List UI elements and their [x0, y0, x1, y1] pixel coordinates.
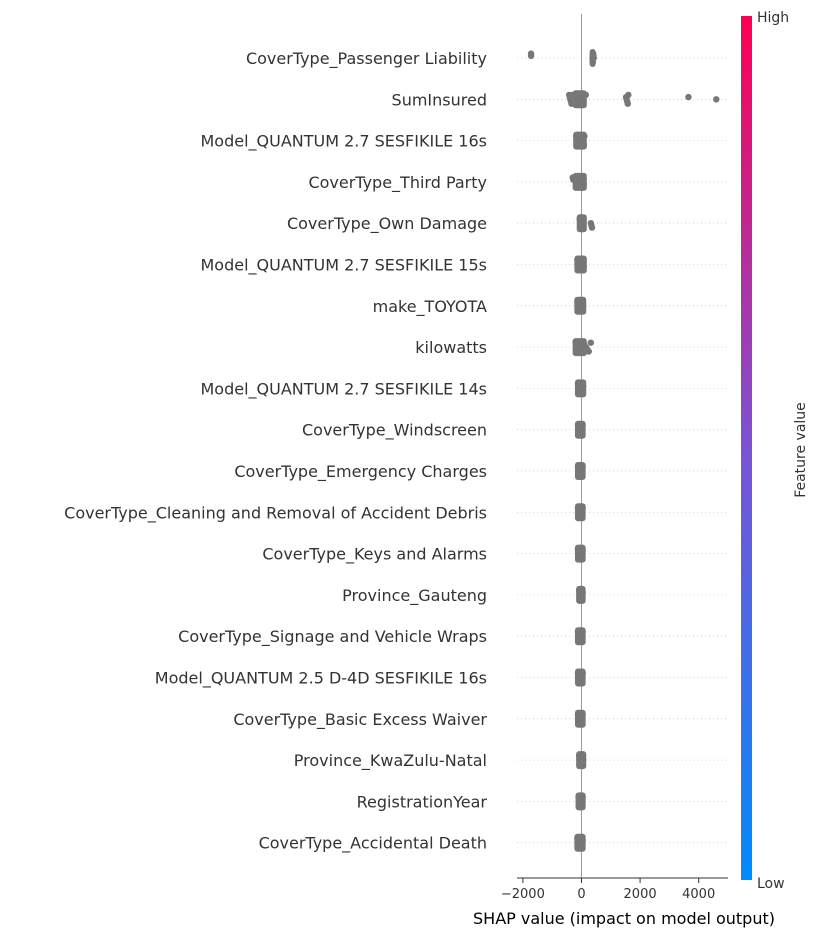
feature-label: CoverType_Passenger Liability — [246, 49, 487, 69]
x-tick-label: −2000 — [501, 887, 545, 902]
x-axis: −2000 0 2000 4000 — [501, 877, 728, 902]
feature-label: Model_QUANTUM 2.7 SESFIKILE 16s — [200, 132, 487, 152]
shap-point-cluster — [572, 172, 587, 191]
shap-point-cluster — [574, 503, 586, 522]
x-axis-title: SHAP value (impact on model output) — [473, 909, 775, 928]
shap-point-cluster — [572, 90, 587, 109]
feature-label: SumInsured — [392, 90, 487, 109]
shap-point-cluster — [576, 751, 587, 770]
beeswarm-points — [527, 49, 720, 852]
shap-point-cluster — [574, 627, 586, 646]
feature-label: Province_KwaZulu-Natal — [294, 751, 487, 771]
shap-point-cluster — [574, 379, 587, 398]
feature-label: CoverType_Basic Excess Waiver — [233, 710, 487, 730]
colorbar-gradient — [741, 16, 752, 880]
feature-label: kilowatts — [415, 338, 487, 357]
shap-point — [585, 348, 592, 355]
shap-point — [587, 339, 595, 346]
feature-label: CoverType_Keys and Alarms — [262, 545, 487, 565]
shap-point-cluster — [575, 792, 586, 811]
shap-point-cluster — [574, 544, 586, 563]
shap-point-cluster — [574, 462, 586, 480]
shap-point-cluster — [574, 296, 587, 315]
shap-point — [625, 91, 632, 99]
shap-point-cluster — [576, 585, 586, 604]
shap-point — [685, 93, 692, 101]
shap-point-cluster — [574, 668, 586, 687]
feature-label: CoverType_Accidental Death — [259, 834, 487, 854]
shap-point-cluster — [576, 214, 587, 233]
feature-label: Model_QUANTUM 2.5 D-4D SESFIKILE 16s — [155, 669, 487, 689]
feature-label: RegistrationYear — [357, 792, 488, 811]
shap-point-cluster — [574, 255, 587, 274]
feature-label: make_TOYOTA — [373, 297, 487, 317]
colorbar: High Low Feature value — [741, 10, 809, 892]
feature-label: CoverType_Cleaning and Removal of Accide… — [64, 503, 487, 523]
feature-label: Model_QUANTUM 2.7 SESFIKILE 15s — [200, 256, 487, 276]
feature-label: CoverType_Emergency Charges — [234, 462, 487, 482]
colorbar-high-label: High — [757, 10, 789, 26]
shap-point-cluster — [589, 49, 596, 67]
colorbar-title: Feature value — [793, 402, 809, 498]
shap-point-cluster — [574, 709, 586, 728]
x-tick-label: 0 — [577, 887, 585, 902]
feature-label: CoverType_Own Damage — [287, 214, 487, 234]
row-gridlines — [517, 57, 728, 844]
x-tick-label: 2000 — [624, 887, 657, 902]
shap-point — [624, 100, 631, 107]
shap-point-cluster — [572, 338, 587, 357]
shap-point-cluster — [574, 833, 586, 852]
feature-label: Model_QUANTUM 2.7 SESFIKILE 14s — [200, 379, 487, 399]
shap-point — [527, 52, 535, 59]
shap-point-cluster — [574, 420, 586, 439]
shap-point — [588, 224, 596, 231]
x-tick-label: 4000 — [682, 887, 715, 902]
feature-label: Province_Gauteng — [342, 586, 487, 606]
feature-label: CoverType_Signage and Vehicle Wraps — [178, 627, 487, 647]
shap-point — [713, 96, 720, 103]
feature-label: CoverType_Third Party — [308, 173, 487, 193]
feature-label: CoverType_Windscreen — [302, 421, 487, 441]
colorbar-low-label: Low — [757, 876, 785, 892]
shap-point-cluster — [573, 131, 587, 150]
feature-labels: CoverType_Passenger Liability SumInsured M… — [64, 49, 487, 854]
